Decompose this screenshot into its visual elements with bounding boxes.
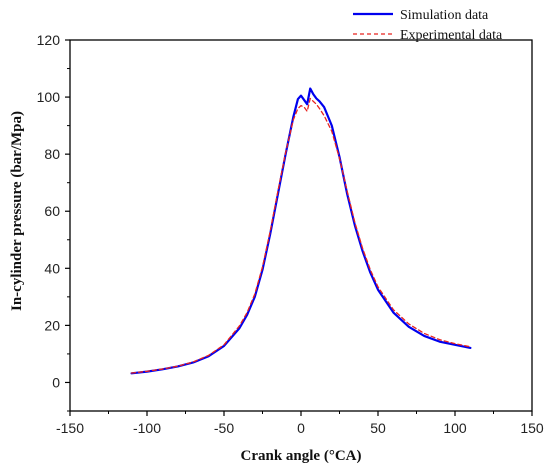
x-axis-title: Crank angle (°CA) [241, 448, 362, 464]
series-line-experimental [130, 97, 472, 374]
x-tick-label: 150 [520, 420, 544, 436]
y-axis-title: In-cylinder pressure (bar/Mpa) [9, 111, 25, 311]
x-tick-label: -100 [133, 420, 161, 436]
y-tick-label: 120 [37, 32, 61, 48]
legend-label: Simulation data [400, 8, 489, 23]
x-tick-label: 0 [297, 420, 305, 436]
x-tick-label: -50 [214, 420, 234, 436]
x-tick-label: -150 [56, 420, 84, 436]
y-tick-label: 60 [44, 203, 60, 219]
y-tick-label: 20 [44, 317, 60, 333]
x-tick-label: 100 [443, 420, 467, 436]
x-tick-label: 50 [370, 420, 386, 436]
legend: Simulation data Experimental data [353, 8, 503, 43]
series-line-simulation [130, 87, 472, 375]
y-tick-label: 80 [44, 146, 60, 162]
y-tick-label: 100 [37, 89, 61, 105]
series-layer [130, 87, 472, 375]
axes-layer: -150 -100 -50 0 50 100 150 0 20 40 60 80 100 120 [37, 32, 544, 436]
y-tick-label: 0 [52, 374, 60, 390]
y-tick-label: 40 [44, 260, 60, 276]
legend-label: Experimental data [400, 28, 503, 43]
